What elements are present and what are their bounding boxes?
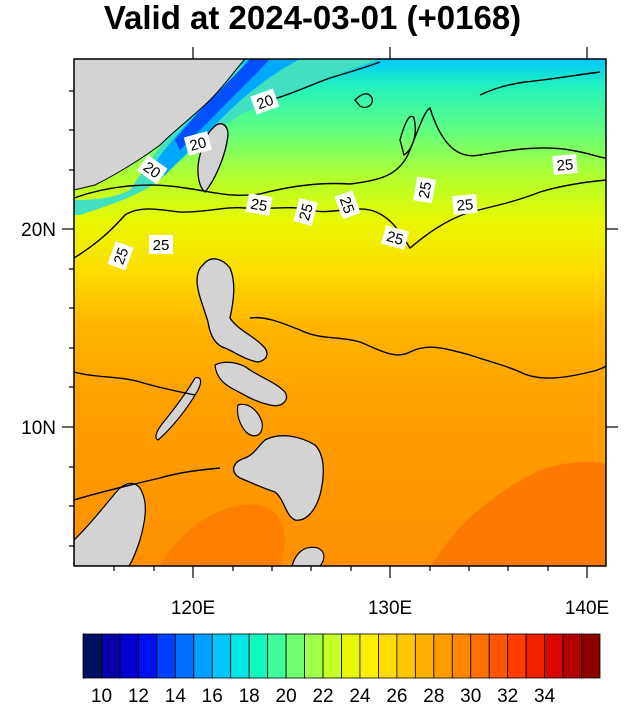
colorbar-label: 10 (91, 686, 112, 707)
y-tick-label-10N: 10N (21, 418, 56, 439)
colorbar-label: 26 (386, 686, 407, 707)
contour-line-29 (74, 467, 221, 501)
contour-line-24 (74, 107, 606, 199)
land-visayas (214, 361, 288, 407)
colorbar-label: 20 (276, 686, 297, 707)
colorbar-swatch (101, 633, 121, 679)
svg-text:25: 25 (416, 180, 436, 199)
colorbar-swatch (470, 633, 490, 679)
map-title: Valid at 2024-03-01 (+0168) (103, 0, 522, 36)
x-tick-label-140E: 140E (565, 598, 609, 619)
colorbar-swatch (488, 633, 509, 679)
colorbar-swatch (248, 633, 269, 679)
contour-label: 25 (452, 193, 478, 216)
colorbar-swatch (193, 633, 213, 679)
svg-text:25: 25 (296, 202, 317, 223)
colorbar-swatch (433, 633, 453, 679)
colorbar-label: 16 (202, 686, 223, 707)
colorbar-swatch (451, 633, 472, 679)
contour-label: 25 (293, 197, 318, 226)
svg-text:25: 25 (336, 194, 358, 215)
colorbar-swatch (544, 633, 564, 679)
colorbar-swatch (414, 633, 435, 679)
axis-ticks (62, 47, 618, 578)
colorbar-swatch (156, 633, 176, 679)
land-borneo (74, 482, 146, 566)
colorbar-swatch (562, 633, 582, 679)
svg-text:25: 25 (111, 245, 133, 266)
colorbar-swatch (119, 633, 139, 679)
contour-label-group: 20 20 20 25 25 25 25 25 25 25 25 25 (107, 88, 578, 271)
contour-label: 25 (381, 225, 410, 250)
contour-label: 25 (107, 241, 134, 271)
coldest-water-band (175, 59, 270, 150)
x-tick-label-130E: 130E (368, 598, 412, 619)
y-tick-label-20N: 20N (21, 220, 56, 241)
land-china (74, 59, 246, 191)
x-tick-label-120E: 120E (171, 598, 215, 619)
colorbar-label: 32 (497, 686, 518, 707)
colorbar-swatch (82, 633, 102, 679)
colorbar-swatch (267, 633, 287, 679)
land-palawan (155, 376, 202, 441)
svg-text:20: 20 (140, 159, 163, 182)
land-negros (236, 403, 263, 437)
plot-frame (73, 58, 607, 567)
contour-label: 20 (183, 131, 212, 156)
colorbar-swatch (322, 633, 342, 679)
svg-text:25: 25 (249, 196, 268, 216)
colorbar-label: 12 (128, 686, 149, 707)
colorbar-swatch (285, 633, 305, 679)
colorbar-label: 22 (312, 686, 333, 707)
contour-label: 20 (250, 88, 280, 115)
contour-label: 20 (137, 154, 168, 185)
colorbar-swatch (507, 633, 527, 679)
warm-water-patch-celebes (160, 504, 285, 566)
map-plot-area (74, 59, 606, 566)
contour-label: 25 (149, 235, 173, 254)
colorbar-label: 28 (423, 686, 444, 707)
colorbar-label: 30 (460, 686, 481, 707)
warm-water-patch-east (420, 461, 606, 566)
svg-text:20: 20 (254, 92, 275, 114)
svg-text:25: 25 (456, 196, 474, 214)
svg-text:25: 25 (556, 156, 574, 174)
land-mindanao (233, 435, 324, 521)
contour-label: 25 (413, 176, 436, 204)
colorbar-swatch (137, 633, 158, 679)
colorbar-label: 34 (534, 686, 556, 707)
contour-label: 25 (552, 153, 578, 176)
colorbar-swatch (378, 633, 398, 679)
colorbar-swatch (304, 633, 324, 679)
colorbar-swatch (230, 633, 250, 679)
colorbar-swatch (341, 633, 361, 679)
colorbar-swatch (359, 633, 379, 679)
colorbar-swatch (525, 633, 546, 679)
colorbar-swatch (396, 633, 416, 679)
land-sulawesi (291, 546, 325, 566)
colorbar-labels: 10 12 14 16 18 20 22 24 26 28 30 32 34 (91, 686, 556, 707)
svg-text:20: 20 (188, 134, 209, 155)
land-luzon (196, 258, 268, 363)
contour-line-28 (74, 316, 606, 396)
colorbar-swatch (174, 633, 195, 679)
colorbar-label: 24 (349, 686, 371, 707)
contour-eddies (354, 93, 416, 157)
contour-line-23 (269, 61, 601, 101)
contour-label: 25 (245, 193, 273, 216)
colorbar-swatch (581, 633, 601, 679)
svg-text:25: 25 (153, 237, 170, 254)
colorbar-label: 18 (239, 686, 260, 707)
colorbar-label: 14 (165, 686, 187, 707)
colorbar (82, 633, 601, 679)
colorbar-swatch (211, 633, 232, 679)
contour-label: 25 (334, 190, 361, 220)
svg-text:25: 25 (385, 228, 406, 249)
